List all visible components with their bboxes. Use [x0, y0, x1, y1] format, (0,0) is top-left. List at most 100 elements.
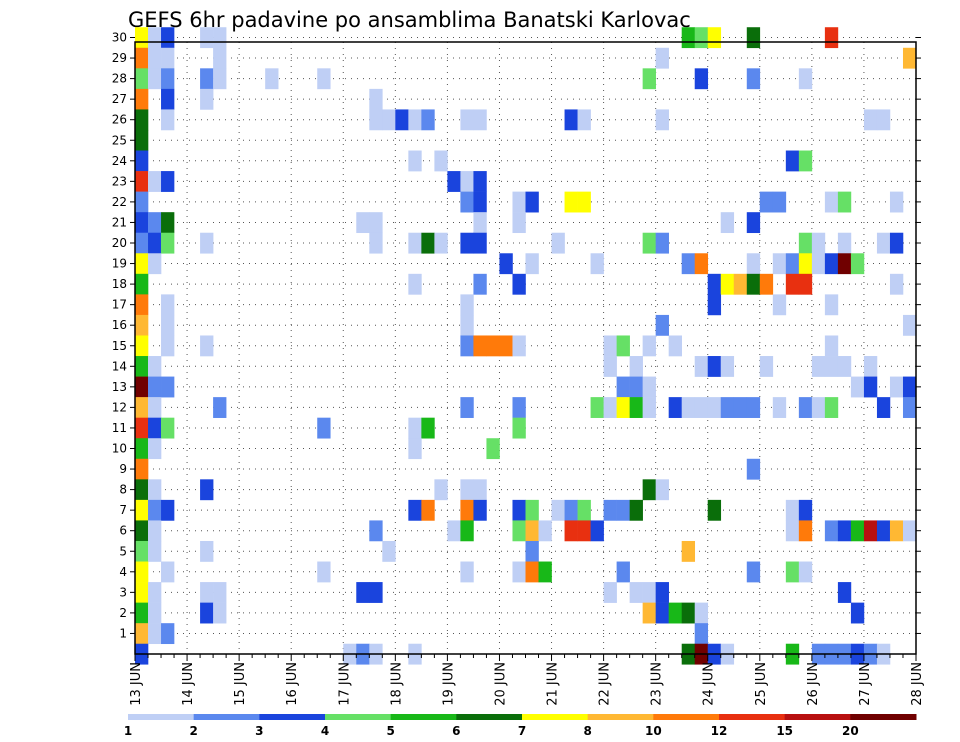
heatmap-cell — [512, 191, 526, 213]
heatmap-cell — [564, 499, 578, 521]
heatmap-cell — [473, 191, 487, 213]
heatmap-cell — [460, 561, 474, 583]
heatmap-cell — [902, 314, 917, 336]
heatmap-cell — [824, 356, 839, 377]
heatmap-cell — [161, 314, 175, 336]
legend-label: 3 — [255, 724, 263, 738]
heatmap-cell — [525, 561, 539, 583]
y-tick-label: 28 — [112, 72, 127, 86]
heatmap-cell — [694, 356, 709, 377]
legend-label: 20 — [842, 724, 859, 738]
heatmap-cell — [616, 561, 630, 583]
heatmap-cell — [772, 397, 787, 418]
heatmap-cell — [148, 397, 162, 418]
heatmap-cell — [434, 150, 448, 172]
heatmap-cell — [161, 499, 175, 521]
heatmap-cell — [161, 232, 175, 254]
heatmap-cell — [551, 232, 565, 254]
heatmap-cell — [798, 520, 813, 542]
heatmap-cell — [603, 582, 617, 603]
heatmap-cell — [135, 129, 149, 151]
legend-swatch — [653, 714, 720, 720]
y-tick-label: 14 — [112, 359, 127, 373]
heatmap-cell — [525, 253, 539, 275]
heatmap-cell — [356, 212, 370, 234]
heatmap-cell — [135, 273, 149, 295]
heatmap-cell — [434, 479, 448, 501]
heatmap-cell — [811, 397, 826, 418]
heatmap-cell — [902, 520, 917, 542]
heatmap-cell — [629, 376, 643, 398]
heatmap-cell — [603, 499, 617, 521]
heatmap-cell — [434, 232, 448, 254]
heatmap-cell — [629, 356, 643, 377]
x-tick-label: 25 JUN — [754, 662, 769, 706]
heatmap-cell — [473, 232, 487, 254]
heatmap-cell — [603, 356, 617, 377]
y-tick-label: 12 — [112, 400, 127, 414]
heatmap-cell — [824, 294, 839, 316]
y-tick-label: 26 — [112, 113, 127, 127]
heatmap-cell — [161, 171, 175, 192]
legend-label: 8 — [583, 724, 591, 738]
heatmap-cell — [356, 582, 370, 603]
heatmap-cell — [135, 561, 149, 583]
heatmap-cell — [317, 561, 331, 583]
heatmap-cell — [161, 623, 175, 645]
heatmap-cell — [746, 68, 761, 90]
heatmap-cell — [135, 356, 149, 377]
y-tick-label: 18 — [112, 277, 127, 291]
y-tick-label: 8 — [119, 483, 127, 497]
heatmap-cell — [213, 47, 227, 69]
heatmap-cell — [785, 499, 800, 521]
x-tick-label: 28 JUN — [910, 662, 925, 706]
heatmap-cell — [460, 191, 474, 213]
heatmap-cell — [772, 191, 787, 213]
heatmap-cells — [135, 27, 917, 665]
heatmap-cell — [213, 397, 227, 418]
heatmap-cell — [408, 417, 422, 439]
heatmap-cell — [655, 582, 669, 603]
heatmap-cell — [707, 273, 722, 295]
heatmap-cell — [642, 479, 656, 501]
heatmap-cell — [902, 376, 917, 398]
heatmap-cell — [473, 479, 487, 501]
heatmap-cell — [148, 232, 162, 254]
heatmap-cell — [824, 27, 839, 49]
x-tick-label: 20 JUN — [493, 662, 508, 706]
heatmap-cell — [707, 499, 722, 521]
heatmap-cell — [642, 68, 656, 90]
heatmap-cell — [135, 520, 149, 542]
heatmap-cell — [590, 253, 604, 275]
y-axis: 1234567891011121314151617181920212223242… — [112, 31, 921, 640]
heatmap-cell — [408, 232, 422, 254]
heatmap-cell — [837, 520, 852, 542]
heatmap-cell — [746, 397, 761, 418]
heatmap-cell — [135, 212, 149, 234]
heatmap-cell — [655, 232, 669, 254]
heatmap-cell — [629, 582, 643, 603]
heatmap-cell — [460, 171, 474, 192]
heatmap-cell — [486, 438, 500, 460]
heatmap-cell — [200, 88, 214, 110]
heatmap-cell — [525, 191, 539, 213]
legend-swatch — [259, 714, 326, 720]
heatmap-cell — [629, 397, 643, 418]
heatmap-cell — [135, 582, 149, 603]
heatmap-cell — [798, 397, 813, 418]
heatmap-cell — [642, 397, 656, 418]
heatmap-cell — [655, 314, 669, 336]
heatmap-cell — [564, 191, 578, 213]
y-tick-label: 19 — [112, 257, 127, 271]
heatmap-cell — [161, 88, 175, 110]
heatmap-cell — [837, 232, 852, 254]
heatmap-cell — [681, 27, 696, 49]
y-tick-label: 7 — [119, 503, 127, 517]
heatmap-cell — [889, 191, 904, 213]
y-tick-label: 5 — [119, 544, 127, 558]
heatmap-cell — [525, 520, 539, 542]
heatmap-cell — [369, 582, 383, 603]
heatmap-cell — [733, 273, 748, 295]
heatmap-cell — [798, 68, 813, 90]
y-tick-label: 20 — [112, 236, 127, 250]
